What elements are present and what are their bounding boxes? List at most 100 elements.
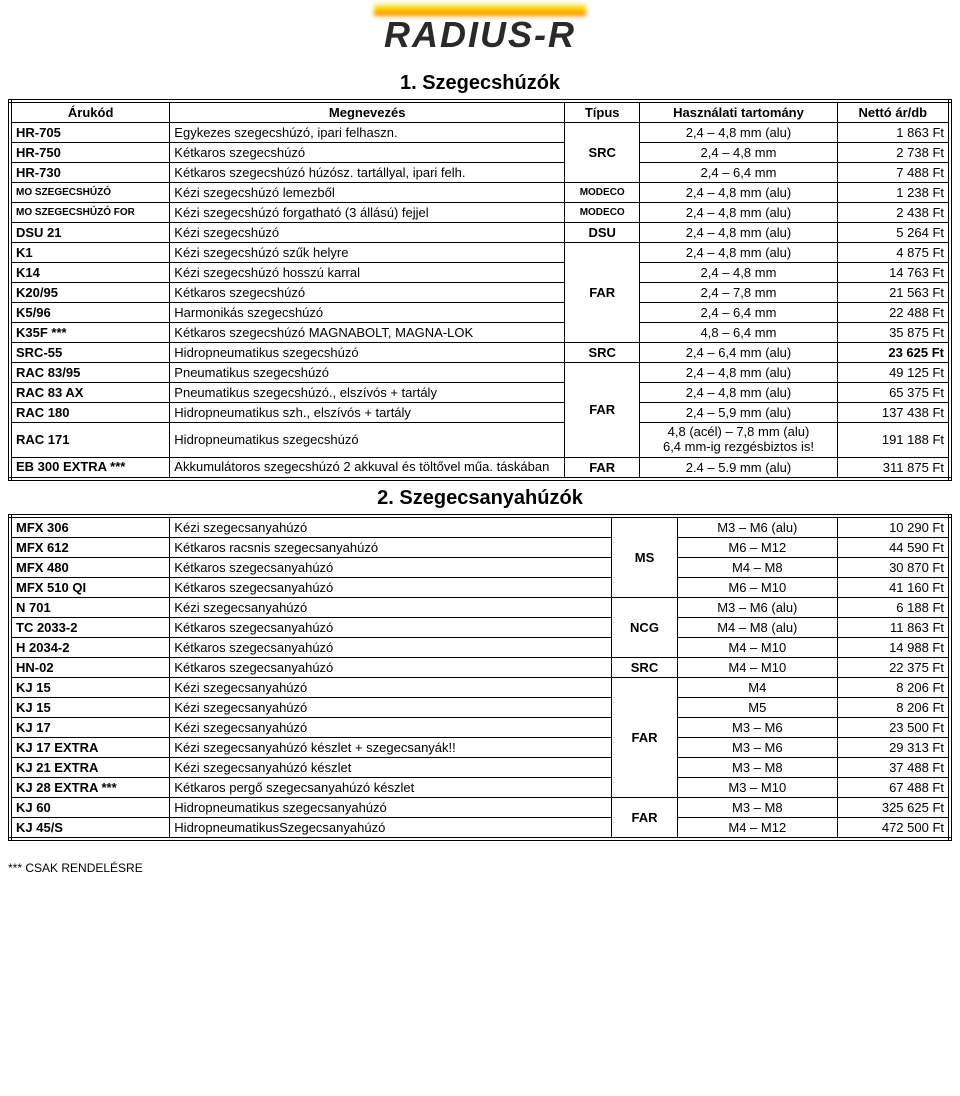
cell-type: DSU (565, 223, 640, 243)
cell-price: 7 488 Ft (837, 163, 950, 183)
table-row: MFX 306Kézi szegecsanyahúzóMSM3 – M6 (al… (10, 516, 950, 538)
cell-price: 4 875 Ft (837, 243, 950, 263)
cell-code: MO SZEGECSHÚZÓ (10, 183, 170, 203)
cell-name: Kétkaros szegecshúzó (170, 283, 565, 303)
table-row: K14Kézi szegecshúzó hosszú karral 2,4 – 4… (10, 263, 950, 283)
table-row: RAC 83/95Pneumatikus szegecshúzóFAR2,4 –… (10, 363, 950, 383)
cell-price: 11 863 Ft (837, 617, 950, 637)
cell-price: 22 488 Ft (837, 303, 950, 323)
cell-name: Harmonikás szegecshúzó (170, 303, 565, 323)
cell-range: M3 – M6 (alu) (677, 516, 837, 538)
table-row: H 2034-2Kétkaros szegecsanyahúzóM4 – M10… (10, 637, 950, 657)
table-row: MFX 612Kétkaros racsnis szegecsanyahúzóM… (10, 537, 950, 557)
cell-price: 1 863 Ft (837, 123, 950, 143)
cell-range: 2,4 – 4,8 mm (alu) (640, 223, 837, 243)
cell-type: FAR (565, 457, 640, 479)
cell-name: Kétkaros szegecsanyahúzó (170, 557, 612, 577)
table-row: KJ 15Kézi szegecsanyahúzóM58 206 Ft (10, 697, 950, 717)
cell-price: 2 438 Ft (837, 203, 950, 223)
col-tipus: Típus (565, 101, 640, 123)
table-row: RAC 180Hidropneumatikus szh., elszívós +… (10, 403, 950, 423)
cell-code: HR-750 (10, 143, 170, 163)
cell-price: 6 188 Ft (837, 597, 950, 617)
cell-code: KJ 17 (10, 717, 170, 737)
cell-price: 22 375 Ft (837, 657, 950, 677)
cell-range: M6 – M10 (677, 577, 837, 597)
table-row: HR-750Kétkaros szegecshúzó2,4 – 4,8 mm2 … (10, 143, 950, 163)
cell-name: Kétkaros szegecshúzó MAGNABOLT, MAGNA-LO… (170, 323, 565, 343)
cell-name: Kézi szegecsanyahúzó (170, 717, 612, 737)
cell-price: 1 238 Ft (837, 183, 950, 203)
cell-price: 37 488 Ft (837, 757, 950, 777)
cell-name: Hidropneumatikus szh., elszívós + tartál… (170, 403, 565, 423)
cell-range: M3 – M6 (677, 717, 837, 737)
cell-range: M4 – M12 (677, 817, 837, 839)
table-row: DSU 21Kézi szegecshúzóDSU2,4 – 4,8 mm (a… (10, 223, 950, 243)
table-row: K35F ***Kétkaros szegecshúzó MAGNABOLT, … (10, 323, 950, 343)
cell-price: 8 206 Ft (837, 697, 950, 717)
cell-name: Kétkaros szegecshúzó húzósz. tartállyal,… (170, 163, 565, 183)
cell-range: 2,4 – 4,8 mm (640, 263, 837, 283)
cell-type: SRC (612, 657, 678, 677)
table-header-row: Árukód Megnevezés Típus Használati tarto… (10, 101, 950, 123)
table-row: KJ 21 EXTRAKézi szegecsanyahúzó készletM… (10, 757, 950, 777)
cell-price: 311 875 Ft (837, 457, 950, 479)
table-row: MO SZEGECSHÚZÓKézi szegecshúzó lemezbőlM… (10, 183, 950, 203)
cell-range: M4 – M8 (alu) (677, 617, 837, 637)
cell-range: 4,8 (acél) – 7,8 mm (alu)6,4 mm-ig rezgé… (640, 423, 837, 458)
cell-price: 44 590 Ft (837, 537, 950, 557)
cell-range: 4,8 – 6,4 mm (640, 323, 837, 343)
cell-name: Pneumatikus szegecshúzó., elszívós + tar… (170, 383, 565, 403)
cell-type: MODECO (565, 203, 640, 223)
cell-name: Kézi szegecsanyahúzó (170, 677, 612, 697)
cell-range: M3 – M10 (677, 777, 837, 797)
cell-code: MO SZEGECSHÚZÓ FOR (10, 203, 170, 223)
cell-code: K35F *** (10, 323, 170, 343)
table-szegecsanyahuzok: MFX 306Kézi szegecsanyahúzóMSM3 – M6 (al… (8, 514, 952, 841)
cell-range: M6 – M12 (677, 537, 837, 557)
cell-type: SRC (565, 343, 640, 363)
table-row: HR-705Egykezes szegecshúzó, ipari felhas… (10, 123, 950, 143)
cell-name: Kézi szegecshúzó (170, 223, 565, 243)
cell-price: 67 488 Ft (837, 777, 950, 797)
cell-code: MFX 480 (10, 557, 170, 577)
table-row: MFX 480Kétkaros szegecsanyahúzóM4 – M830… (10, 557, 950, 577)
cell-type: MODECO (565, 183, 640, 203)
cell-name: Hidropneumatikus szegecshúzó (170, 343, 565, 363)
brand-logo: RADIUS-R (374, 8, 586, 62)
cell-price: 10 290 Ft (837, 516, 950, 538)
table-row: TC 2033-2Kétkaros szegecsanyahúzóM4 – M8… (10, 617, 950, 637)
cell-range: 2,4 – 4,8 mm (alu) (640, 183, 837, 203)
cell-code: HR-705 (10, 123, 170, 143)
table-row: KJ 15Kézi szegecsanyahúzóFARM48 206 Ft (10, 677, 950, 697)
cell-type: SRC (565, 123, 640, 183)
cell-range: 2,4 – 4,8 mm (alu) (640, 123, 837, 143)
cell-type: FAR (612, 677, 678, 797)
cell-price: 65 375 Ft (837, 383, 950, 403)
table-row: EB 300 EXTRA ***Akkumulátoros szegecshúz… (10, 457, 950, 479)
col-netto: Nettó ár/db (837, 101, 950, 123)
cell-name: Hidropneumatikus szegecshúzó (170, 423, 565, 458)
cell-name: Pneumatikus szegecshúzó (170, 363, 565, 383)
cell-code: RAC 180 (10, 403, 170, 423)
cell-name: Kézi szegecshúzó hosszú karral (170, 263, 565, 283)
cell-price: 472 500 Ft (837, 817, 950, 839)
cell-price: 191 188 Ft (837, 423, 950, 458)
cell-code: H 2034-2 (10, 637, 170, 657)
cell-range: M3 – M6 (677, 737, 837, 757)
cell-range: 2,4 – 4,8 mm (640, 143, 837, 163)
cell-code: K14 (10, 263, 170, 283)
cell-name: Kétkaros szegecsanyahúzó (170, 577, 612, 597)
cell-type: FAR (565, 363, 640, 458)
cell-name: Kézi szegecshúzó forgatható (3 állású) f… (170, 203, 565, 223)
cell-name: HidropneumatikusSzegecsanyahúzó (170, 817, 612, 839)
cell-code: MFX 306 (10, 516, 170, 538)
cell-type: FAR (565, 243, 640, 343)
cell-code: HR-730 (10, 163, 170, 183)
cell-price: 23 500 Ft (837, 717, 950, 737)
cell-range: 2,4 – 4,8 mm (alu) (640, 363, 837, 383)
table-row: RAC 83 AXPneumatikus szegecshúzó., elszí… (10, 383, 950, 403)
cell-range: 2,4 – 6,4 mm (640, 163, 837, 183)
table-row: KJ 28 EXTRA ***Kétkaros pergő szegecsany… (10, 777, 950, 797)
col-megnevezes: Megnevezés (170, 101, 565, 123)
